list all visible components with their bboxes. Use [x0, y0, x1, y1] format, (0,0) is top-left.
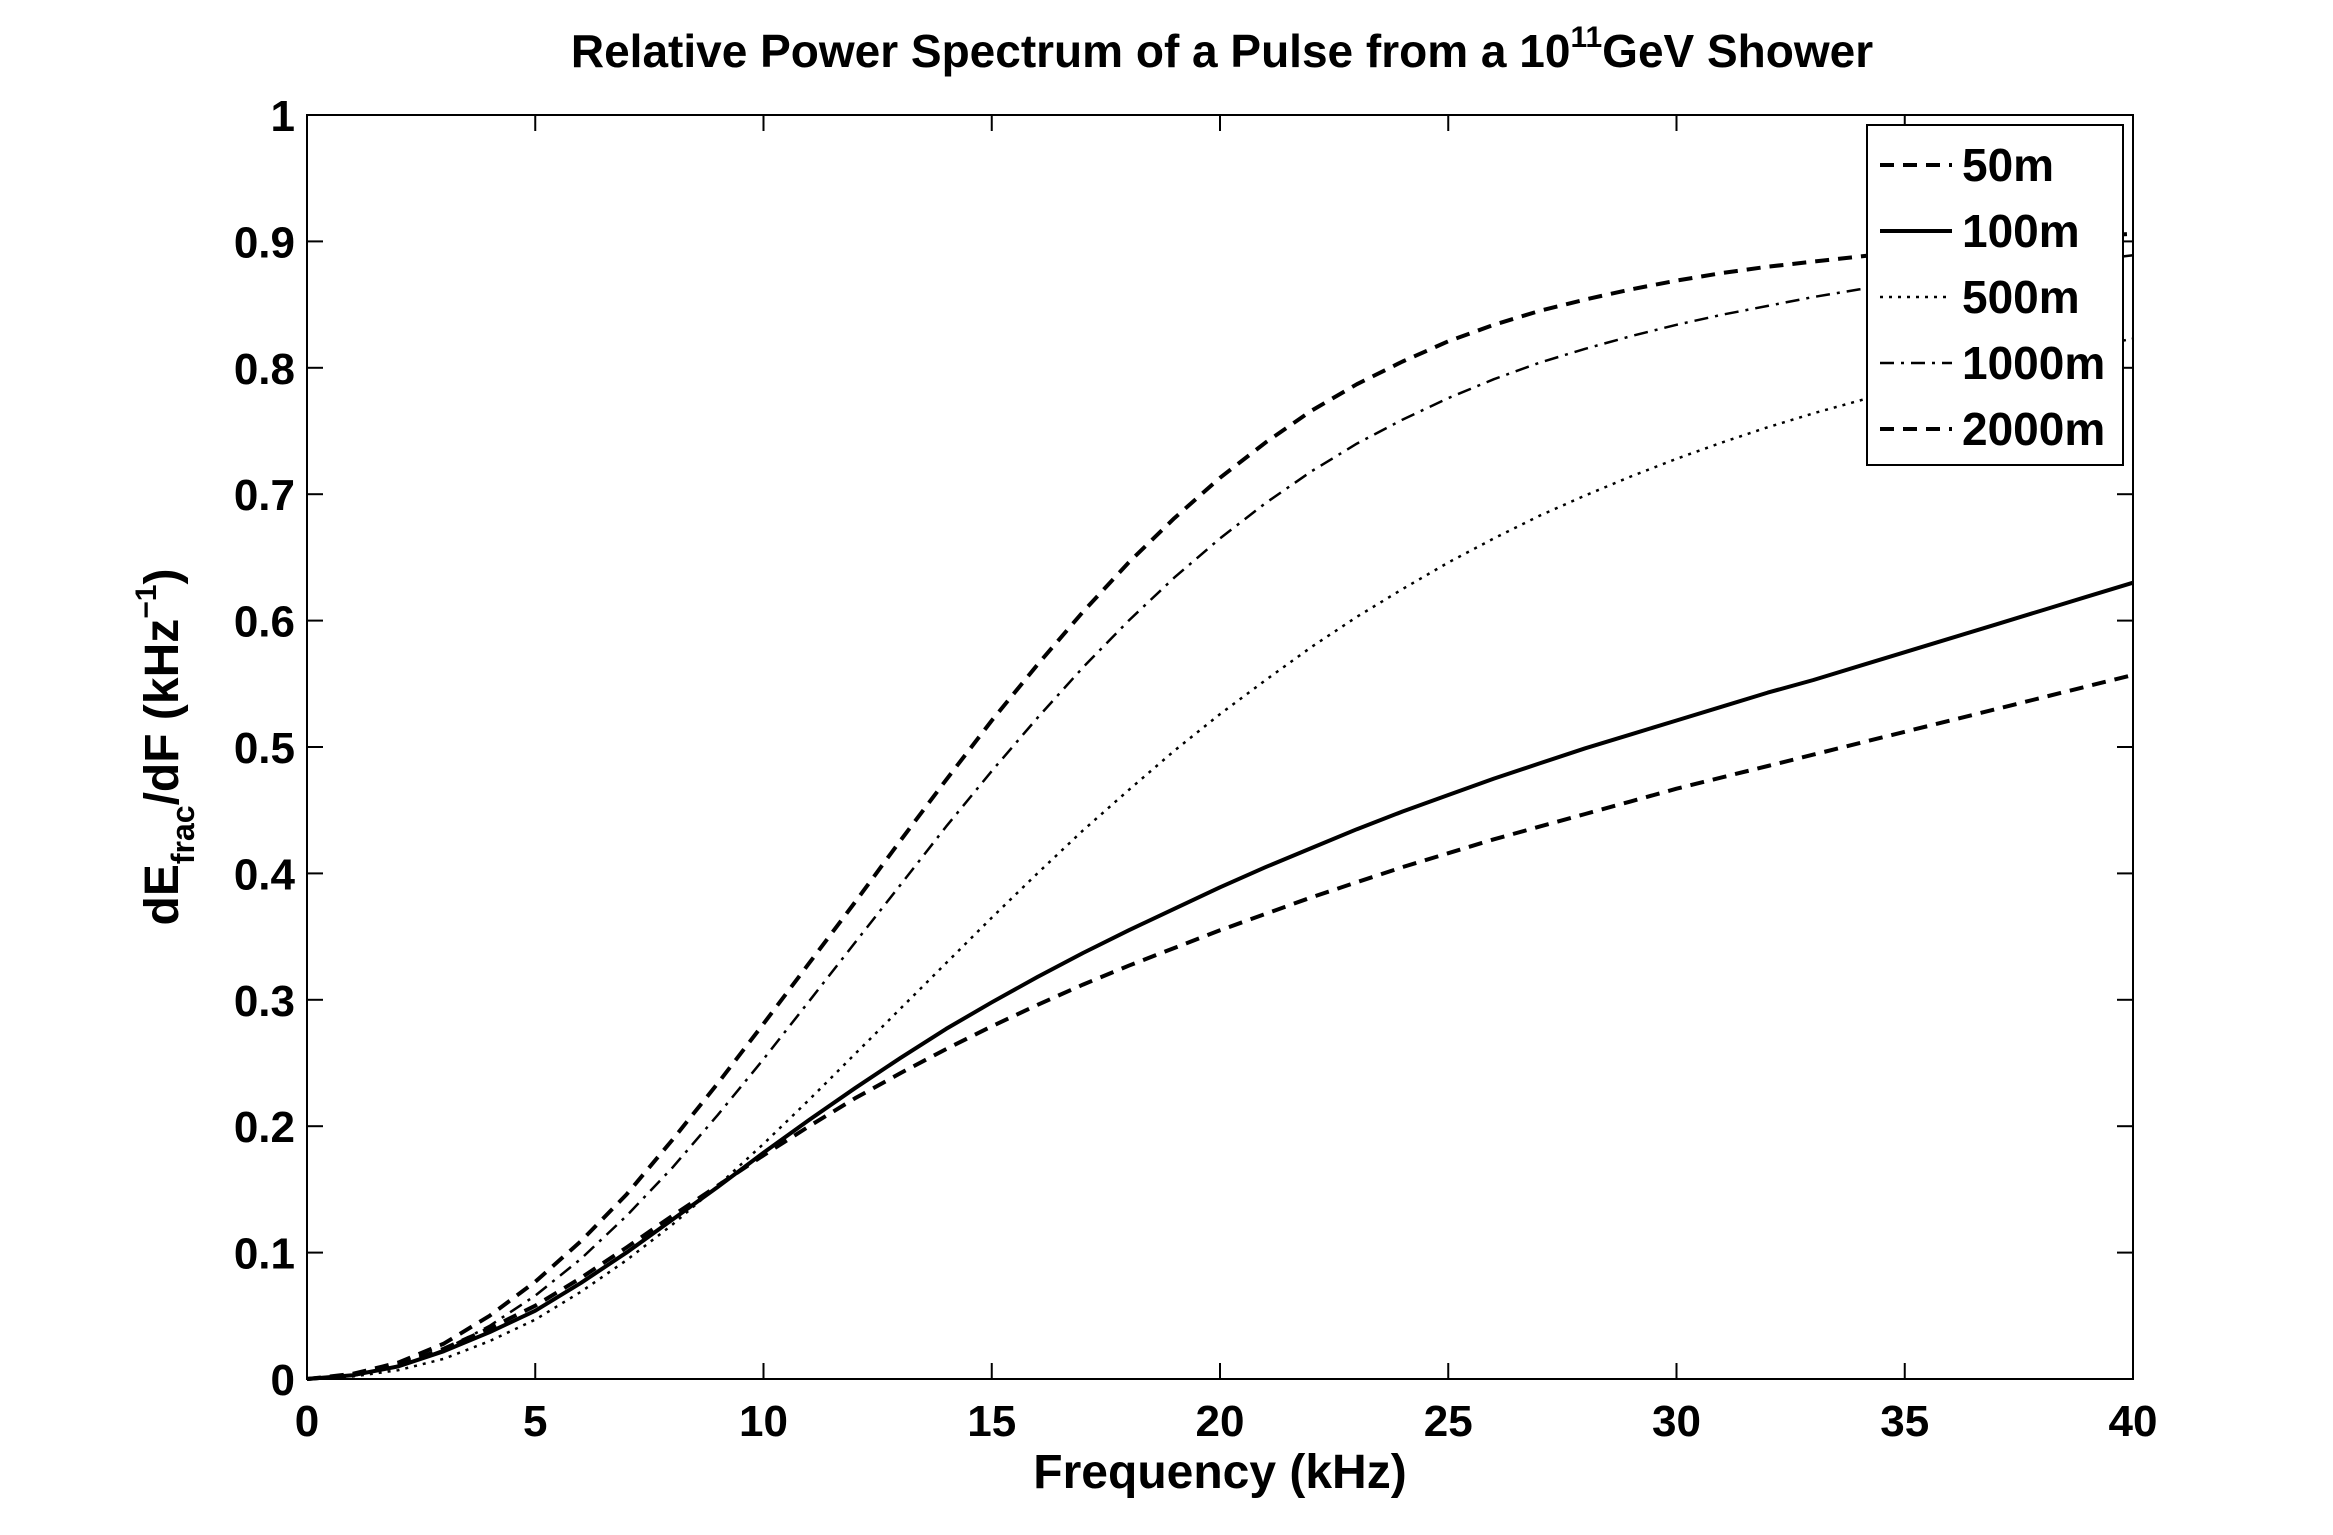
legend-label-50m: 50m — [1962, 139, 2054, 191]
x-tick-label: 35 — [1880, 1397, 1929, 1446]
y-tick-label: 0.3 — [234, 977, 295, 1026]
y-tick-label: 0.5 — [234, 724, 295, 773]
y-axis-label-subscript: frac — [165, 805, 201, 864]
legend: 50m 100m 500m 1000m 2000m — [1866, 124, 2124, 466]
y-tick-label: 0.2 — [234, 1103, 295, 1152]
series-line-100m — [306, 580, 2134, 1381]
series-lines — [306, 231, 2134, 1381]
legend-label-1000m: 1000m — [1962, 337, 2105, 389]
y-tick-label: 1 — [271, 92, 295, 141]
series-line-50m — [306, 231, 2134, 1381]
plot-area — [306, 114, 2134, 1380]
y-tick-label: 0.4 — [234, 850, 296, 899]
series-line-500m — [306, 337, 2134, 1381]
y-axis-label: dEfrac/dF (kHz−1) — [130, 569, 201, 926]
y-axis-label-part2: /dF (kHz — [136, 619, 189, 806]
chart-title-superscript: 11 — [1570, 21, 1602, 54]
series-line-1000m — [306, 254, 2134, 1381]
x-tick-label: 0 — [295, 1397, 319, 1446]
x-axis-label: Frequency (kHz) — [1033, 1446, 1406, 1499]
y-tick-label: 0.9 — [234, 218, 295, 267]
chart-title-suffix: GeV Shower — [1602, 25, 1873, 77]
y-tick-label: 0.8 — [234, 345, 295, 394]
y-tick-label: 0.7 — [234, 471, 295, 520]
legend-label-500m: 500m — [1962, 271, 2080, 323]
x-tick-label: 25 — [1424, 1397, 1473, 1446]
legend-box — [1866, 124, 2124, 466]
y-tick-label: 0.6 — [234, 598, 295, 647]
y-tick-label: 0 — [271, 1356, 295, 1405]
legend-label-100m: 100m — [1962, 205, 2080, 257]
y-axis-label-superscript: −1 — [130, 585, 163, 619]
y-axis-label-part1: dE — [136, 864, 189, 925]
axis-ticks: 0 5 10 15 20 25 30 35 40 0 0.1 0.2 0.3 0.4 0.5 0.6 0.7 0.… — [234, 92, 2158, 1446]
x-tick-label: 30 — [1652, 1397, 1701, 1446]
legend-label-2000m: 2000m — [1962, 403, 2105, 455]
x-tick-label: 5 — [523, 1397, 547, 1446]
y-axis-label-part3: ) — [136, 569, 189, 585]
chart-title-prefix: Relative Power Spectrum of a Pulse from … — [571, 25, 1571, 77]
x-tick-label: 20 — [1196, 1397, 1245, 1446]
series-line-2000m — [306, 673, 2134, 1381]
x-tick-label: 10 — [739, 1397, 788, 1446]
x-tick-label: 15 — [967, 1397, 1016, 1446]
x-tick-label: 40 — [2109, 1397, 2158, 1446]
y-tick-label: 0.1 — [234, 1230, 295, 1279]
chart-title: Relative Power Spectrum of a Pulse from … — [571, 21, 1873, 77]
